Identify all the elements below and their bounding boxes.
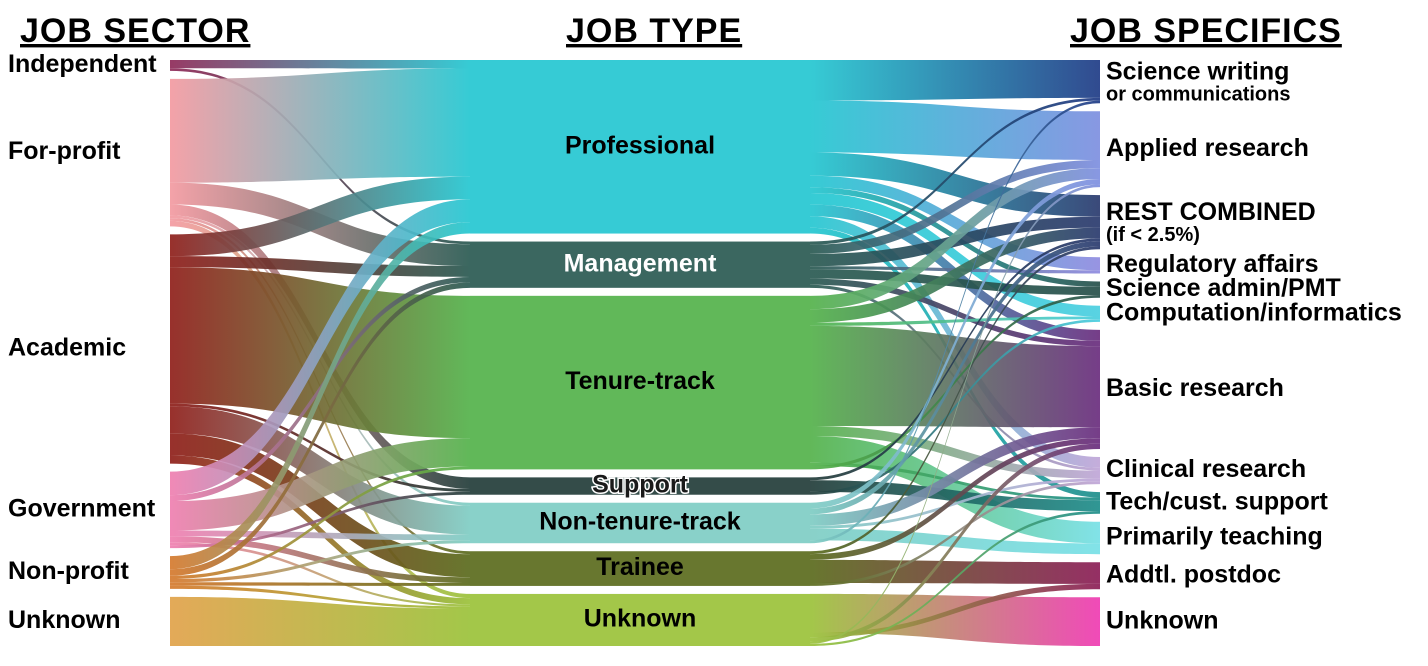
specific-label: Basic research xyxy=(1106,374,1284,402)
type-label: Support xyxy=(592,471,688,499)
specific-sublabel: or communications xyxy=(1106,84,1290,106)
specific-label: Clinical research xyxy=(1106,455,1306,483)
type-label: Management xyxy=(564,249,717,277)
type-label: Professional xyxy=(565,131,715,159)
sankey-link xyxy=(810,60,1100,100)
type-label: Non-tenure-track xyxy=(539,508,741,536)
sankey-stage: JOB SECTOR JOB TYPE JOB SPECIFICS Independe… xyxy=(0,0,1428,666)
sector-label: Independent xyxy=(8,50,157,78)
sankey-link xyxy=(170,60,470,69)
specific-label: Unknown xyxy=(1106,606,1219,634)
type-label: Tenure-track xyxy=(565,367,715,395)
sector-label: Government xyxy=(8,494,156,522)
specific-label: Addtl. postdoc xyxy=(1106,560,1281,588)
type-label: Unknown xyxy=(584,605,697,633)
specific-sublabel: (if < 2.5%) xyxy=(1106,224,1200,246)
specific-label: Tech/cust. support xyxy=(1106,488,1328,516)
type-label: Trainee xyxy=(596,553,684,581)
sankey-link xyxy=(810,100,1100,160)
sector-label: Unknown xyxy=(8,606,121,634)
sankey-link xyxy=(170,69,470,183)
specific-label: Science writing xyxy=(1106,58,1289,86)
title-type: JOB TYPE xyxy=(566,12,742,50)
title-sector: JOB SECTOR xyxy=(20,12,250,50)
sankey-link xyxy=(810,594,1100,646)
specific-label: Computation/informatics xyxy=(1106,298,1402,326)
title-specifics: JOB SPECIFICS xyxy=(1070,12,1342,50)
specific-label: Primarily teaching xyxy=(1106,523,1323,551)
specific-label: Applied research xyxy=(1106,134,1309,162)
specific-label: REST COMBINED xyxy=(1106,198,1316,226)
sector-label: Academic xyxy=(8,334,126,362)
sector-label: Non-profit xyxy=(8,557,129,585)
sector-label: For-profit xyxy=(8,137,121,165)
